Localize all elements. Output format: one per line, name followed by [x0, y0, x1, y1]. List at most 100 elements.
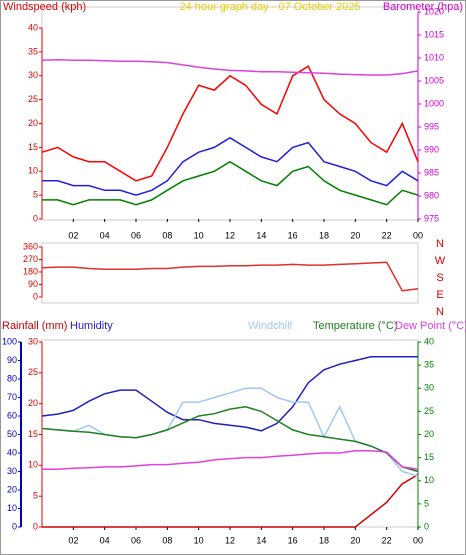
y-tick-label: 270: [23, 254, 38, 264]
y-tick-label: 20: [28, 118, 38, 128]
series-line: [42, 473, 419, 528]
y-tick-label: 50: [7, 429, 17, 439]
x-tick-label: 14: [256, 535, 266, 545]
y-tick-label: 995: [424, 121, 439, 131]
x-tick-label: 18: [319, 230, 329, 240]
series-line: [41, 261, 419, 292]
y-tick-label: 40: [7, 447, 17, 457]
y-tick-label: 20: [7, 484, 17, 494]
y-tick-label: 360: [23, 241, 38, 251]
y2-axis-label: Barometer (hpa): [383, 1, 463, 13]
series-line: [42, 160, 419, 206]
series-line: [41, 406, 419, 473]
y-tick-label: 25: [28, 367, 38, 377]
y-tick-label: 1020: [424, 6, 444, 16]
x-tick-label: 04: [100, 535, 110, 545]
y-tick-label: 35: [424, 360, 434, 370]
y-tick-label: 10: [28, 166, 38, 176]
chart-title: 24 hour graph day - 07 October 2025: [179, 1, 360, 13]
y-tick-label: 40: [424, 336, 434, 346]
x-tick-label: 16: [288, 230, 298, 240]
y-tick-label: 985: [424, 167, 439, 177]
y-axis-label: Windspeed (kph): [3, 1, 86, 13]
y-tick-label: 980: [424, 190, 439, 200]
legend-entry: Temperature (°C): [313, 320, 397, 332]
y-tick-label: 80: [7, 373, 17, 383]
y-tick-label: 60: [7, 410, 17, 420]
y-tick-label: 15: [424, 452, 434, 462]
y-tick-label: 0: [33, 213, 38, 223]
direction-label: N: [436, 306, 444, 318]
y-tick-label: 100: [2, 336, 17, 346]
y-tick-label: 5: [424, 498, 429, 508]
x-tick-label: 12: [225, 230, 235, 240]
y-tick-label: 20: [28, 398, 38, 408]
y-tick-label: 0: [33, 521, 38, 531]
x-tick-label: 18: [319, 535, 329, 545]
y-tick-label: 180: [23, 266, 38, 276]
x-tick-label: 22: [382, 230, 392, 240]
x-tick-label: 08: [162, 230, 172, 240]
direction-label: E: [436, 289, 443, 301]
x-tick-label: 20: [350, 535, 360, 545]
x-tick-label: 02: [68, 535, 78, 545]
direction-label: S: [436, 272, 443, 284]
y-tick-label: 1000: [424, 98, 444, 108]
x-tick-label: 00: [413, 230, 423, 240]
y-tick-label: 35: [28, 46, 38, 56]
y-tick-label: 0: [12, 521, 17, 531]
y-tick-label: 70: [7, 392, 17, 402]
y-tick-label: 15: [28, 429, 38, 439]
y-tick-label: 90: [7, 355, 17, 365]
series-line: [41, 356, 418, 432]
x-tick-label: 00: [413, 535, 423, 545]
x-tick-label: 04: [100, 230, 110, 240]
x-tick-label: 02: [68, 230, 78, 240]
x-tick-label: 16: [288, 535, 298, 545]
direction-label: N: [436, 238, 444, 250]
legend-entry: Dew Point (°C): [395, 320, 466, 332]
series-line: [42, 136, 419, 196]
y-tick-label: 15: [28, 142, 38, 152]
y-tick-label: 30: [7, 466, 17, 476]
y-tick-label: 30: [424, 383, 434, 393]
x-tick-label: 06: [131, 230, 141, 240]
x-tick-label: 06: [131, 535, 141, 545]
y-tick-label: 1015: [424, 29, 444, 39]
y-tick-label: 10: [424, 475, 434, 485]
x-tick-label: 12: [225, 535, 235, 545]
x-tick-label: 22: [382, 535, 392, 545]
y-tick-label: 975: [424, 213, 439, 223]
y-tick-label: 5: [33, 190, 38, 200]
legend-entry: Rainfall (mm): [2, 320, 67, 332]
y-tick-label: 30: [28, 336, 38, 346]
x-tick-label: 10: [194, 230, 204, 240]
legend-entry: Humidity: [70, 320, 113, 332]
y-tick-label: 0: [424, 521, 429, 531]
y-tick-label: 0: [33, 291, 38, 301]
series-line: [42, 449, 419, 470]
x-tick-label: 10: [194, 535, 204, 545]
y-tick-label: 90: [28, 279, 38, 289]
y-tick-label: 990: [424, 144, 439, 154]
series-line: [41, 65, 419, 182]
y-tick-label: 5: [33, 491, 38, 501]
y-tick-label: 40: [28, 22, 38, 32]
y-tick-label: 30: [28, 70, 38, 80]
y-tick-label: 25: [424, 406, 434, 416]
y-tick-label: 25: [28, 94, 38, 104]
legend-entry: Windchill: [248, 320, 292, 332]
direction-label: W: [435, 255, 446, 267]
x-tick-label: 20: [350, 230, 360, 240]
y-tick-label: 1005: [424, 75, 444, 85]
x-tick-label: 14: [256, 230, 266, 240]
y-tick-label: 10: [7, 503, 17, 513]
y-tick-label: 1010: [424, 52, 444, 62]
y-tick-label: 10: [28, 460, 38, 470]
y-tick-label: 20: [424, 429, 434, 439]
x-tick-label: 08: [162, 535, 172, 545]
series-line: [41, 59, 419, 76]
